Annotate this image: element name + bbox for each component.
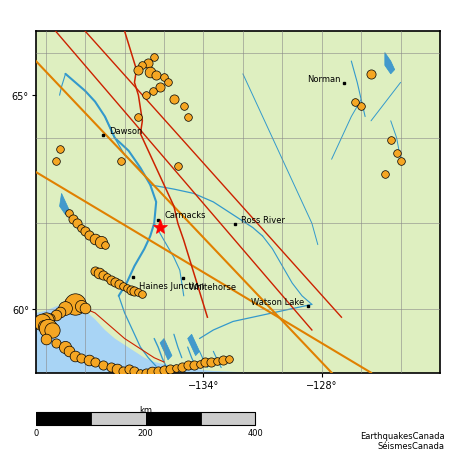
Text: 0: 0 (33, 428, 39, 437)
Text: Dawson: Dawson (109, 127, 142, 136)
Polygon shape (188, 334, 199, 356)
Bar (145, 412, 201, 425)
Polygon shape (36, 304, 253, 373)
Bar (201, 412, 255, 425)
Bar (36, 412, 255, 425)
Text: 400: 400 (247, 428, 263, 437)
Text: Carmacks: Carmacks (164, 211, 206, 220)
Text: Haines Junction: Haines Junction (139, 281, 205, 290)
Bar (91, 412, 145, 425)
Polygon shape (60, 194, 70, 215)
Text: km: km (139, 405, 152, 414)
Text: Ross River: Ross River (241, 216, 285, 225)
Text: EarthquakesCanada
SéismesCanada: EarthquakesCanada SéismesCanada (360, 431, 445, 450)
Text: Norman: Norman (307, 76, 340, 84)
Text: 200: 200 (138, 428, 154, 437)
Text: Whitehorse: Whitehorse (189, 282, 237, 291)
Polygon shape (385, 53, 395, 75)
Bar (36, 412, 91, 425)
Text: Watson Lake: Watson Lake (251, 298, 304, 307)
Polygon shape (160, 339, 172, 360)
